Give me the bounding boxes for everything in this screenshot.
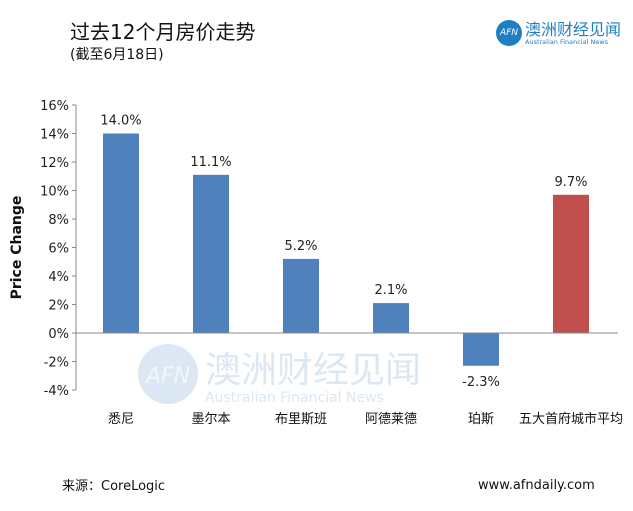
y-axis-label: Price Change xyxy=(9,196,25,300)
source-note: 来源：CoreLogic xyxy=(62,479,166,494)
y-tick-label: 0% xyxy=(48,327,69,342)
y-tick-label: 6% xyxy=(48,242,69,257)
watermark-en: Australian Financial News xyxy=(205,390,384,406)
data-label: 5.2% xyxy=(284,239,317,254)
logo-cn: 澳洲财经见闻 xyxy=(525,19,622,39)
logo-en: Australian Financial News xyxy=(525,37,609,46)
x-tick-label: 悉尼 xyxy=(108,412,134,427)
y-tick-label: -2% xyxy=(44,356,69,371)
x-tick-label: 五大首府城市平均 xyxy=(519,411,623,427)
afn-logo-mark: AFN xyxy=(496,20,522,46)
y-tick-label: 8% xyxy=(48,213,69,228)
data-label: 9.7% xyxy=(554,175,587,190)
data-label: 11.1% xyxy=(190,155,231,170)
y-tick-label: 16% xyxy=(40,99,69,114)
bar xyxy=(373,303,409,333)
chart-subtitle: (截至6月18日) xyxy=(70,47,164,63)
x-tick-label: 墨尔本 xyxy=(191,412,230,427)
y-tick-label: 12% xyxy=(40,156,69,171)
website: www.afndaily.com xyxy=(478,478,595,493)
watermark-mark: AFN xyxy=(144,364,190,389)
y-tick-label: -4% xyxy=(44,384,69,399)
bar xyxy=(283,258,319,333)
watermark-circle xyxy=(138,344,198,404)
data-label: 2.1% xyxy=(374,283,407,298)
x-tick-label: 珀斯 xyxy=(468,412,494,427)
y-tick-label: 14% xyxy=(40,128,69,143)
bar xyxy=(463,333,499,366)
bar xyxy=(103,133,139,333)
y-tick-label: 2% xyxy=(48,299,69,314)
y-tick-label: 10% xyxy=(40,185,69,200)
x-tick-label: 布里斯班 xyxy=(275,412,327,427)
bar xyxy=(553,194,589,333)
bar xyxy=(193,174,229,333)
x-tick-label: 阿德莱德 xyxy=(365,412,417,427)
data-label: 14.0% xyxy=(100,114,141,129)
y-tick-label: 4% xyxy=(48,270,69,285)
chart-title: 过去12个月房价走势 xyxy=(70,20,256,44)
data-label: -2.3% xyxy=(462,375,500,390)
afn-logo: AFN 澳洲财经见闻 Australian Financial News xyxy=(496,20,621,46)
watermark-cn: 澳洲财经见闻 xyxy=(205,350,421,391)
